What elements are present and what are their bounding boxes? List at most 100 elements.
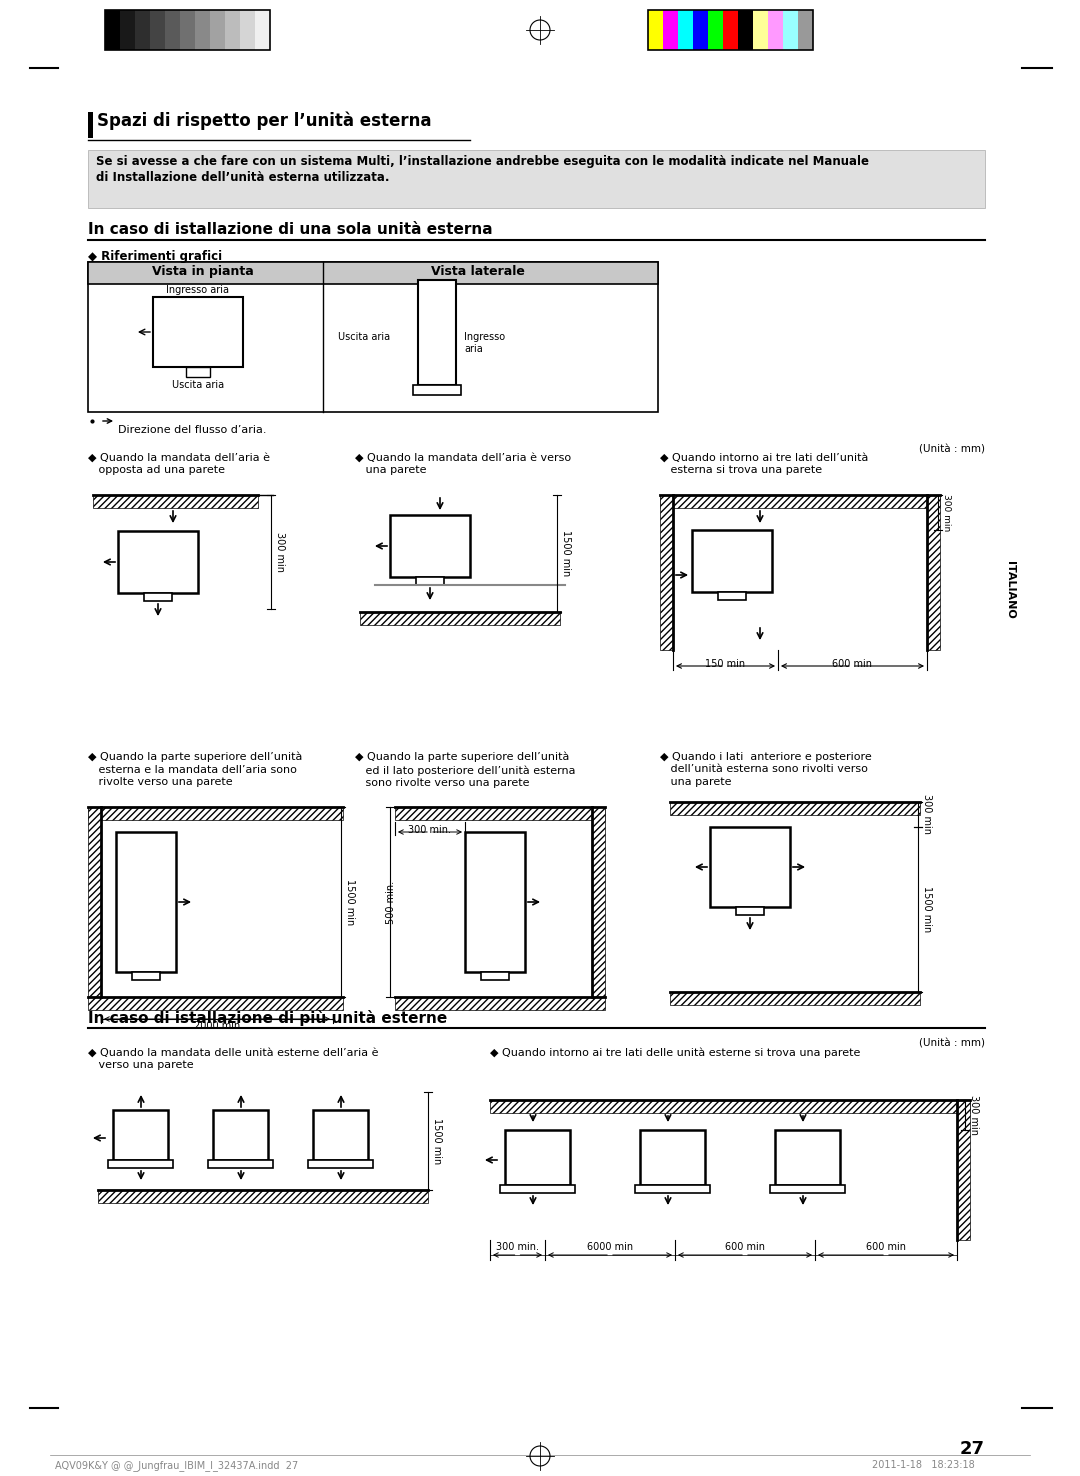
Text: ◆ Quando la mandata dell’aria è verso
   una parete: ◆ Quando la mandata dell’aria è verso un… [355,453,571,475]
Text: 1500 min: 1500 min [561,530,571,577]
Bar [105,10,270,50]
Bar [395,807,605,821]
Bar [120,10,135,50]
Bar [186,368,210,376]
Bar [105,10,120,50]
Bar [390,515,470,577]
Bar [144,593,172,601]
Bar [313,1110,368,1160]
Bar [395,996,605,1010]
Bar [87,151,985,208]
Bar [87,263,658,283]
Bar [927,494,940,649]
Text: Spazi di rispetto per l’unità esterna: Spazi di rispetto per l’unità esterna [97,112,432,130]
Text: 300 min.: 300 min. [408,825,451,835]
Text: ◆ Quando la mandata delle unità esterne dell’aria è
   verso una parete: ◆ Quando la mandata delle unità esterne … [87,1048,378,1070]
Text: 1500 min: 1500 min [432,1117,442,1165]
Bar [108,1160,173,1168]
Text: 1500 min: 1500 min [345,878,355,925]
Bar [660,494,673,649]
Bar [360,613,561,624]
Bar [422,283,453,332]
Text: 1500 min: 1500 min [922,887,932,933]
Bar [165,10,180,50]
Text: (Unità : mm): (Unità : mm) [919,1038,985,1048]
Text: ITALIANO: ITALIANO [1005,561,1015,618]
Bar [640,1131,705,1185]
Text: Uscita aria: Uscita aria [338,332,390,342]
Text: 300 min: 300 min [922,794,932,834]
Text: AQV09K&Y @ @_Jungfrau_IBIM_I_32437A.indd  27: AQV09K&Y @ @_Jungfrau_IBIM_I_32437A.indd… [55,1460,298,1472]
Text: In caso di istallazione di più unità esterne: In caso di istallazione di più unità est… [87,1010,447,1026]
Bar [592,807,605,996]
Bar [87,263,658,412]
Text: ◆ Quando la mandata dell’aria è
   opposta ad una parete: ◆ Quando la mandata dell’aria è opposta … [87,453,270,475]
Text: 2011-1-18   18:23:18: 2011-1-18 18:23:18 [873,1460,975,1470]
Bar [150,10,165,50]
Text: ◆ Quando intorno ai tre lati dell’unità
   esterna si trova una parete: ◆ Quando intorno ai tre lati dell’unità … [660,453,868,475]
Text: Direzione del flusso d’aria.: Direzione del flusso d’aria. [118,425,267,435]
Text: (Unità : mm): (Unità : mm) [919,444,985,455]
Bar [416,577,444,584]
Bar [113,1110,168,1160]
Text: Uscita aria: Uscita aria [172,379,224,390]
Bar [753,10,768,50]
Bar [775,1131,840,1185]
Bar [670,992,920,1005]
Bar [798,10,813,50]
Bar [87,807,343,821]
Bar [465,832,525,973]
Text: ◆ Riferimenti grafici: ◆ Riferimenti grafici [87,249,222,263]
Bar [490,1100,970,1113]
Bar [663,10,678,50]
Bar [195,10,210,50]
Bar [418,280,456,385]
Text: Vista laterale: Vista laterale [431,266,525,277]
Bar [692,530,772,592]
Text: ◆ Quando intorno ai tre lati delle unità esterne si trova una parete: ◆ Quando intorno ai tre lati delle unità… [490,1048,861,1058]
Bar [118,531,198,593]
Bar [670,801,920,815]
Text: 27: 27 [960,1441,985,1458]
Text: 600 min: 600 min [866,1241,906,1252]
Bar [161,306,235,359]
Text: ◆ Quando i lati  anteriore e posteriore
   dell’unità esterna sono rivolti verso: ◆ Quando i lati anteriore e posteriore d… [660,751,872,787]
Bar [505,1131,570,1185]
Bar [87,996,343,1010]
Bar [208,1160,273,1168]
Bar [135,10,150,50]
Text: ◆ Quando la parte superiore dell’unità
   esterna e la mandata dell’aria sono
  : ◆ Quando la parte superiore dell’unità e… [87,751,302,787]
Bar [708,10,723,50]
Text: 300 min: 300 min [969,1095,978,1135]
Text: ◆ Quando la parte superiore dell’unità
   ed il lato posteriore dell’unità ester: ◆ Quando la parte superiore dell’unità e… [355,751,576,788]
Bar [718,592,746,601]
Text: Ingresso
aria: Ingresso aria [464,332,505,354]
Bar [648,10,663,50]
Bar [693,10,708,50]
Bar [153,297,243,368]
Bar [87,112,93,137]
Bar [87,807,102,996]
Text: Se si avesse a che fare con un sistema Multi, l’installazione andrebbe eseguita : Se si avesse a che fare con un sistema M… [96,155,869,184]
Bar [210,10,225,50]
Bar [723,10,738,50]
Bar [116,832,176,973]
Bar [783,10,798,50]
Text: 300 min: 300 min [942,494,951,531]
Bar [660,494,940,508]
Text: 2000 min: 2000 min [194,1021,240,1032]
Text: 150 min: 150 min [705,658,745,669]
Bar [635,1185,710,1193]
Bar [678,10,693,50]
Bar [738,10,753,50]
Bar [413,385,461,396]
Bar [768,10,783,50]
Text: 300 min: 300 min [275,531,285,573]
Bar [648,10,813,50]
Text: 6000 min: 6000 min [586,1241,633,1252]
Text: In caso di istallazione di una sola unità esterna: In caso di istallazione di una sola unit… [87,221,492,238]
Bar [957,1100,970,1240]
Text: 600 min: 600 min [832,658,872,669]
Bar [132,973,160,980]
Bar [481,973,509,980]
